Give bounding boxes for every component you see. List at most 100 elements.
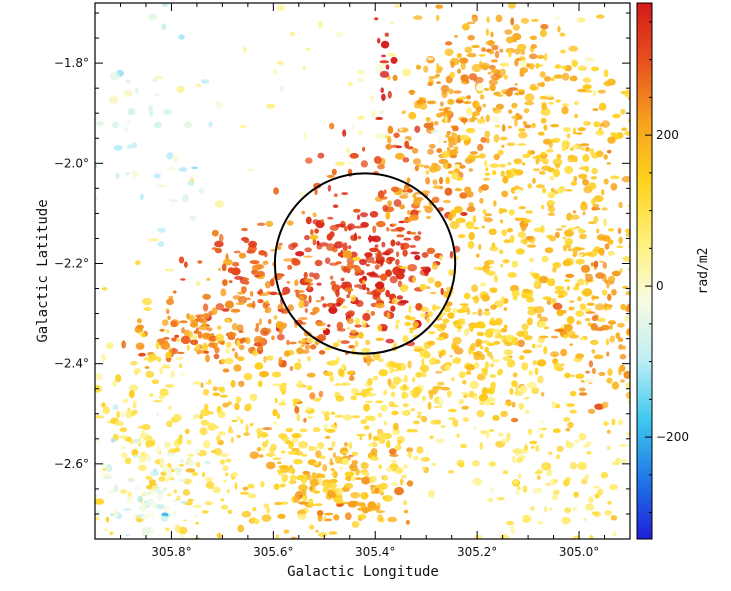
rm-pixel bbox=[489, 363, 495, 368]
rm-pixel bbox=[425, 177, 431, 185]
rm-pixel bbox=[273, 315, 278, 320]
rm-pixel bbox=[346, 317, 354, 325]
rm-pixel bbox=[294, 289, 299, 293]
rm-pixel bbox=[530, 123, 536, 129]
rm-pixel bbox=[618, 458, 628, 464]
rm-pixel bbox=[484, 160, 488, 167]
rm-pixel bbox=[561, 103, 570, 107]
rm-pixel bbox=[630, 307, 636, 313]
rm-pixel bbox=[407, 209, 411, 216]
rm-pixel bbox=[561, 72, 570, 81]
rm-pixel bbox=[387, 136, 392, 144]
rm-pixel bbox=[155, 445, 161, 454]
rm-pixel bbox=[400, 243, 405, 251]
rm-pixel bbox=[600, 471, 609, 479]
rm-pixel bbox=[277, 461, 282, 465]
rm-pixel bbox=[572, 249, 578, 257]
rm-pixel bbox=[413, 345, 423, 349]
rm-pixel bbox=[161, 363, 171, 367]
rm-pixel bbox=[214, 240, 224, 248]
rm-pixel bbox=[77, 480, 85, 483]
rm-pixel bbox=[572, 210, 577, 214]
rm-pixel bbox=[399, 300, 409, 304]
rm-pixel bbox=[305, 157, 313, 164]
rm-pixel bbox=[539, 420, 545, 424]
rm-pixel bbox=[443, 154, 451, 158]
rm-pixel bbox=[578, 392, 588, 396]
rm-pixel bbox=[333, 241, 344, 249]
rm-pixel bbox=[446, 390, 452, 398]
rm-pixel bbox=[291, 433, 302, 439]
rm-pixel bbox=[197, 331, 203, 339]
rm-pixel bbox=[487, 71, 492, 75]
rm-pixel bbox=[335, 31, 343, 38]
rm-pixel bbox=[289, 31, 295, 37]
rm-pixel bbox=[607, 250, 615, 256]
rm-pixel bbox=[346, 262, 355, 270]
rm-pixel bbox=[251, 350, 259, 357]
rm-pixel bbox=[508, 125, 512, 129]
rm-pixel bbox=[409, 244, 417, 248]
rm-pixel bbox=[344, 471, 355, 477]
rm-pixel bbox=[125, 79, 131, 84]
rm-pixel bbox=[414, 165, 419, 172]
rm-pixel bbox=[543, 124, 548, 131]
rm-pixel bbox=[520, 17, 530, 24]
rm-pixel bbox=[297, 358, 301, 362]
rm-pixel bbox=[566, 403, 575, 407]
rm-pixel bbox=[233, 250, 241, 254]
rm-pixel bbox=[176, 495, 181, 499]
rm-pixel bbox=[285, 427, 294, 433]
rm-pixel bbox=[591, 152, 599, 159]
rm-pixel bbox=[379, 60, 390, 64]
rm-pixel bbox=[625, 291, 630, 296]
rm-pixel bbox=[370, 448, 378, 455]
rm-pixel bbox=[376, 220, 386, 228]
rm-pixel bbox=[576, 132, 583, 135]
rm-pixel bbox=[572, 506, 578, 512]
rm-pixel bbox=[287, 467, 296, 474]
rm-pixel bbox=[102, 406, 110, 415]
rm-pixel bbox=[526, 381, 537, 389]
rm-pixel bbox=[228, 427, 232, 430]
colorbar-gradient bbox=[636, 2, 653, 540]
rm-pixel bbox=[408, 265, 412, 269]
rm-pixel bbox=[276, 60, 284, 66]
rm-pixel bbox=[466, 308, 471, 316]
rm-pixel bbox=[167, 315, 171, 320]
rm-pixel bbox=[216, 435, 221, 442]
rm-pixel bbox=[368, 432, 372, 441]
rm-pixel bbox=[225, 341, 232, 348]
rm-pixel bbox=[191, 471, 199, 477]
rm-pixel bbox=[123, 89, 133, 98]
rm-pixel bbox=[113, 484, 119, 493]
rm-pixel bbox=[185, 468, 196, 473]
rm-pixel bbox=[478, 54, 486, 57]
rm-pixel bbox=[499, 534, 510, 539]
rm-pixel bbox=[340, 298, 346, 303]
rm-pixel bbox=[217, 410, 226, 419]
rm-pixel bbox=[362, 312, 371, 322]
rm-pixel bbox=[468, 117, 476, 123]
rm-pixel bbox=[511, 455, 516, 463]
rm-pixel bbox=[546, 300, 552, 305]
rm-pixel bbox=[299, 295, 304, 301]
rm-pixel-layer bbox=[66, 3, 636, 539]
rm-pixel bbox=[121, 445, 126, 450]
rm-pixel bbox=[412, 147, 419, 154]
rm-pixel bbox=[472, 111, 481, 116]
rm-pixel bbox=[385, 211, 391, 220]
rm-pixel bbox=[591, 167, 598, 175]
rm-pixel bbox=[463, 292, 471, 300]
rm-pixel bbox=[231, 348, 236, 352]
rm-pixel bbox=[306, 47, 310, 52]
rm-pixel bbox=[623, 370, 630, 379]
rm-pixel bbox=[416, 446, 424, 454]
rm-pixel bbox=[444, 363, 451, 371]
rm-pixel bbox=[66, 386, 75, 389]
rm-pixel bbox=[623, 314, 630, 323]
rm-pixel bbox=[576, 278, 585, 286]
rm-pixel bbox=[309, 311, 317, 316]
rm-pixel bbox=[145, 440, 155, 447]
rm-pixel bbox=[488, 429, 495, 432]
